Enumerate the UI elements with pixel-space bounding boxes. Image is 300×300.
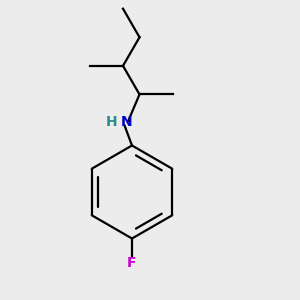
Text: F: F: [127, 256, 137, 270]
Text: N: N: [121, 115, 132, 129]
Text: H: H: [106, 115, 117, 129]
